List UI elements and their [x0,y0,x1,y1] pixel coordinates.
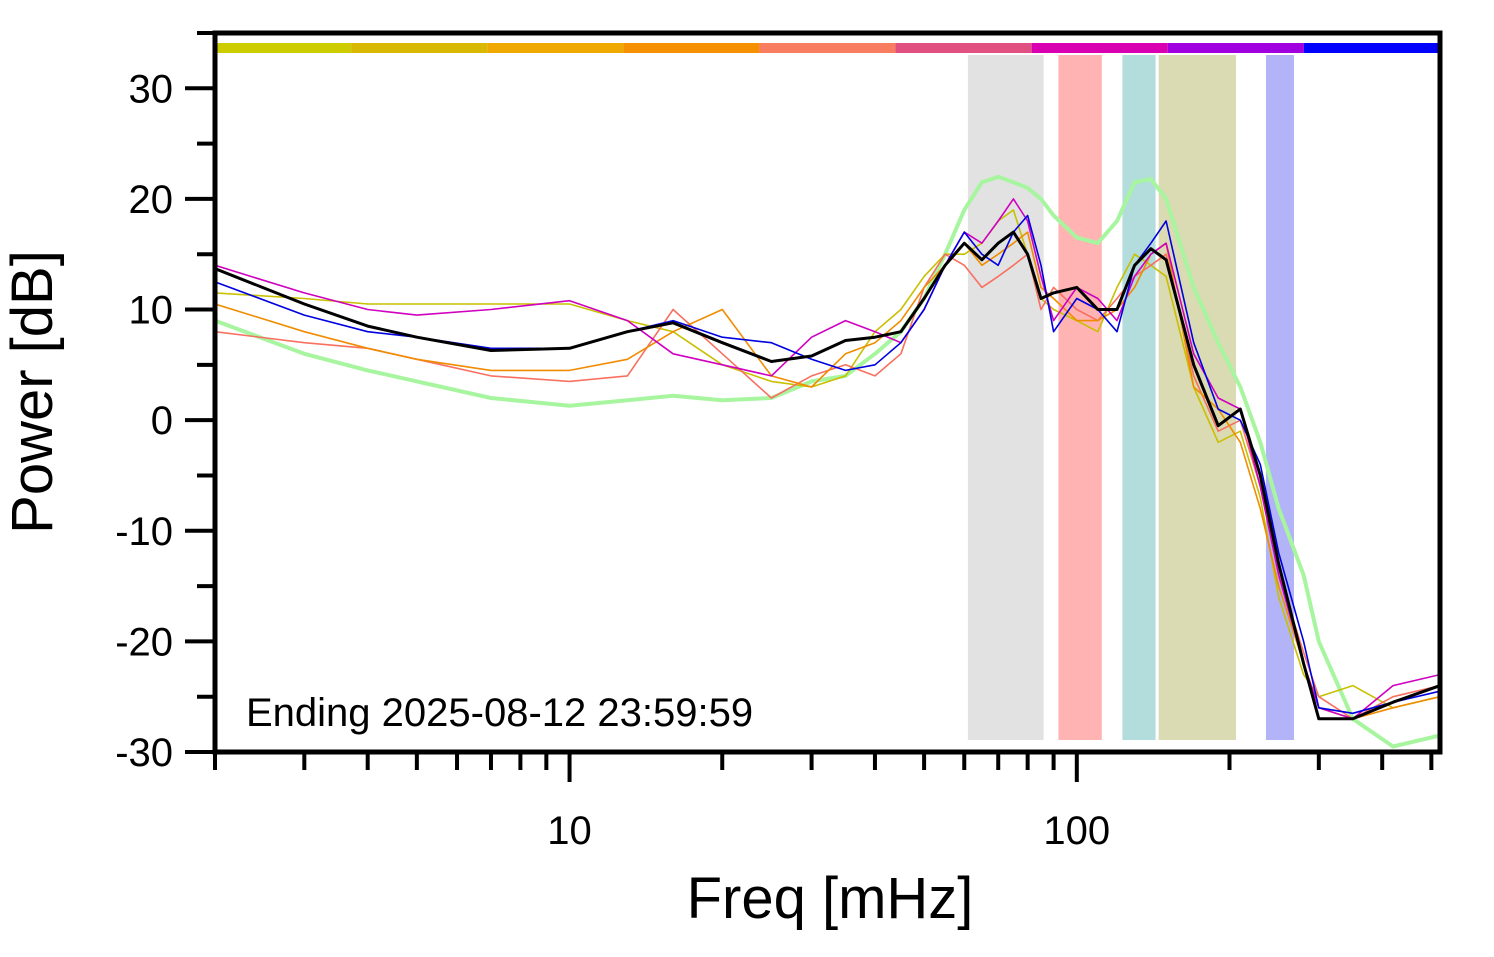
bands [215,43,1440,740]
y-tick-label: -10 [115,510,173,554]
x-axis-title: Freq [mHz] [687,866,974,931]
color-bar-segment [1031,43,1168,53]
plot-frame [212,30,1443,755]
series-line [215,198,1440,720]
color-bar-segment [351,43,488,53]
y-tick-label: 10 [129,289,174,333]
x-tick-label: 10 [547,809,592,853]
y-tick-label: 30 [129,67,174,111]
series-line [215,209,1440,709]
band [967,55,1044,740]
axes: -30 -20 -10 0 10 20 30 10 100 [115,30,1443,853]
series-line [215,253,1440,720]
band [1122,55,1156,740]
lines [215,174,1440,749]
y-tick-label: 0 [151,399,173,443]
color-bar-segment [215,43,352,53]
y-axis-title: Power [dB] [0,250,65,534]
series-line [215,174,1440,749]
y-tick-label: -30 [115,731,173,775]
band [1158,55,1237,740]
annotation: Ending 2025-08-12 23:59:59 [246,691,753,735]
series-line [215,230,1440,721]
color-bar-segment [1303,43,1440,53]
color-bar-segment [759,43,896,53]
x-tick-label: 100 [1043,809,1110,853]
band [1058,55,1102,740]
color-bar-segment [1167,43,1304,53]
band [1265,55,1294,740]
color-bar-segment [487,43,624,53]
color-bar-segment [623,43,760,53]
series-line [215,231,1440,720]
y-tick-label: -20 [115,620,173,664]
color-bar-segment [895,43,1032,53]
y-tick-label: 20 [129,178,174,222]
